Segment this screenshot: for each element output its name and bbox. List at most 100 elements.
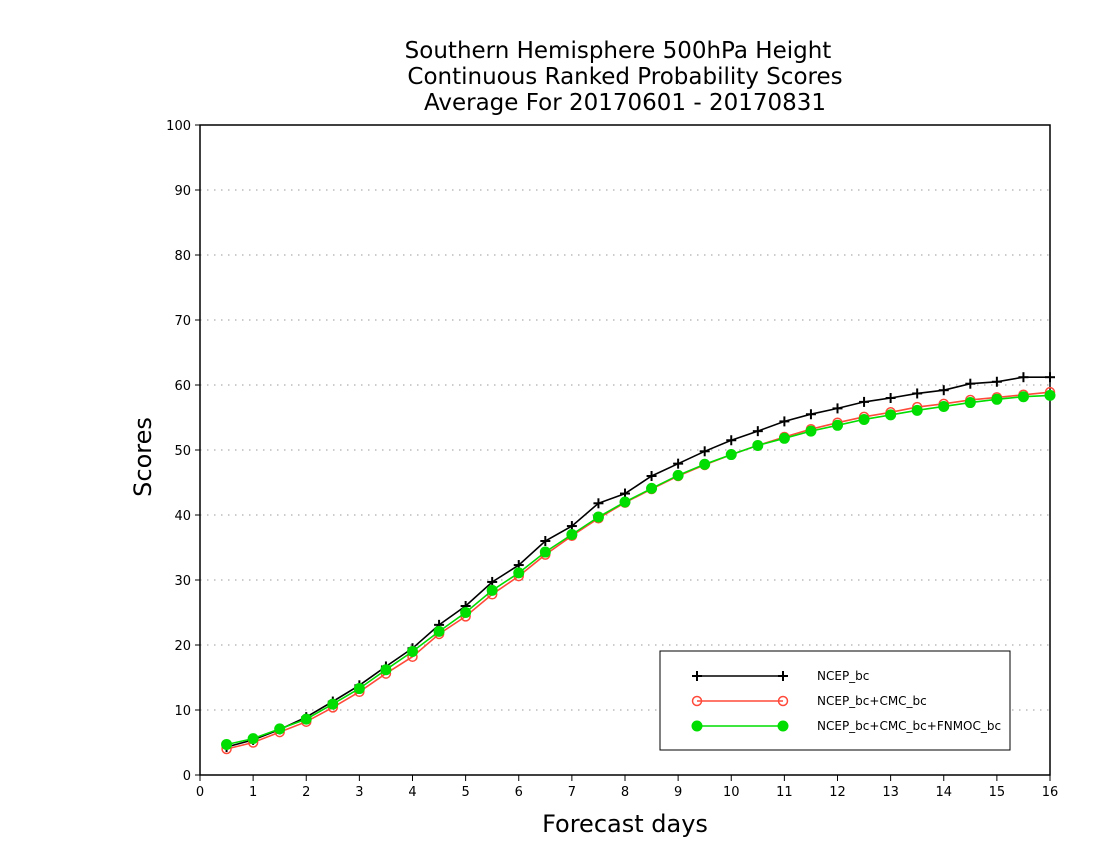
data-point: [672, 469, 684, 481]
grid: [200, 189, 1050, 711]
x-tick-label: 2: [302, 785, 310, 800]
x-tick-label: 10: [723, 785, 740, 800]
data-point: [699, 446, 710, 457]
data-point: [540, 536, 551, 546]
legend-label: NCEP_bc+CMC_bc+FNMOC_bc: [817, 719, 1001, 733]
y-tick-label: 40: [174, 509, 191, 524]
legend-marker: [777, 720, 789, 732]
data-point: [619, 496, 631, 508]
x-tick-label: 13: [882, 785, 899, 800]
data-point: [353, 683, 365, 695]
chart-title-line-1: Southern Hemisphere 500hPa Height: [405, 38, 832, 64]
data-point: [858, 413, 870, 425]
y-axis-label: Scores: [129, 417, 157, 497]
data-point: [699, 458, 711, 470]
y-tick-label: 60: [174, 379, 191, 394]
data-point: [832, 419, 843, 431]
y-tick-label: 10: [174, 704, 191, 719]
data-point: [778, 432, 790, 444]
data-point: [885, 393, 896, 403]
data-point: [566, 529, 578, 540]
data-point: [1044, 389, 1056, 401]
data-point: [938, 400, 950, 412]
x-tick-label: 4: [408, 785, 416, 800]
data-point: [1045, 372, 1055, 383]
x-tick-label: 0: [196, 785, 204, 800]
x-tick-label: 11: [776, 785, 793, 800]
data-point: [513, 567, 525, 579]
y-tick-label: 70: [174, 314, 191, 329]
data-point: [221, 738, 233, 750]
data-point: [593, 498, 604, 509]
x-axis-label: Forecast days: [542, 810, 708, 838]
data-point: [752, 439, 764, 451]
data-point: [380, 664, 392, 676]
data-point: [964, 397, 976, 409]
x-tick-label: 5: [461, 785, 469, 800]
data-point: [725, 449, 737, 461]
legend-marker: [778, 671, 788, 681]
data-point: [726, 435, 737, 446]
data-point: [912, 388, 923, 399]
data-point: [673, 458, 684, 469]
x-tick-label: 14: [935, 785, 952, 800]
legend-item: NCEP_bc+CMC_bc+FNMOC_bc: [691, 719, 1001, 733]
legend-marker: [692, 671, 702, 681]
data-point: [407, 646, 418, 657]
data-point: [300, 713, 312, 725]
series-2: [221, 389, 1056, 750]
series-layer: [221, 372, 1056, 755]
y-tick-label: 100: [166, 119, 191, 134]
legend-marker: [691, 695, 703, 707]
x-tick-label: 12: [829, 785, 846, 800]
data-point: [991, 393, 1003, 405]
chart-title-line-2: Continuous Ranked Probability Scores: [407, 64, 842, 90]
data-point: [991, 376, 1002, 387]
data-point: [1018, 372, 1029, 383]
legend-marker: [691, 720, 703, 732]
data-point: [433, 625, 445, 637]
data-point: [486, 584, 498, 596]
data-point: [460, 607, 472, 618]
data-point: [965, 378, 976, 389]
data-point: [885, 409, 897, 421]
data-point: [274, 723, 286, 735]
data-point: [592, 511, 604, 523]
x-tick-label: 7: [568, 785, 576, 800]
data-point: [327, 698, 339, 710]
x-tick-label: 15: [989, 785, 1006, 800]
data-point: [247, 733, 259, 745]
legend: NCEP_bc NCEP_bc+CMC_bc NCEP_bc+CMC_bc+FNMO…: [659, 650, 1011, 751]
data-point: [859, 396, 870, 407]
x-axis: 0 1 2 3 4 5 6 7 8 9 10 11 12 13 14 15 16: [196, 775, 1058, 800]
data-point: [911, 404, 923, 416]
legend-item: NCEP_bc: [692, 669, 869, 683]
data-point: [752, 426, 763, 437]
y-tick-label: 0: [183, 769, 191, 784]
y-tick-label: 30: [174, 574, 191, 589]
data-point: [805, 409, 816, 420]
y-tick-label: 50: [174, 444, 191, 459]
x-tick-label: 3: [355, 785, 363, 800]
data-point: [832, 403, 843, 414]
data-point: [1017, 391, 1029, 403]
x-tick-label: 6: [515, 785, 523, 800]
legend-item: NCEP_bc+CMC_bc: [691, 694, 927, 708]
chart-title-line-3: Average For 20170601 - 20170831: [424, 90, 826, 116]
data-point: [779, 416, 790, 427]
x-tick-label: 16: [1042, 785, 1059, 800]
x-tick-label: 9: [674, 785, 682, 800]
x-tick-label: 1: [249, 785, 257, 800]
data-point: [646, 482, 658, 494]
data-point: [539, 546, 551, 558]
y-tick-label: 90: [174, 184, 191, 199]
x-tick-label: 8: [621, 785, 629, 800]
y-tick-label: 80: [174, 249, 191, 264]
legend-label: NCEP_bc+CMC_bc: [817, 694, 927, 708]
legend-label: NCEP_bc: [817, 669, 869, 683]
y-tick-label: 20: [174, 639, 191, 654]
data-point: [805, 425, 817, 437]
chart-title: Southern Hemisphere 500hPa Height Contin…: [405, 38, 843, 116]
data-point: [938, 385, 949, 396]
